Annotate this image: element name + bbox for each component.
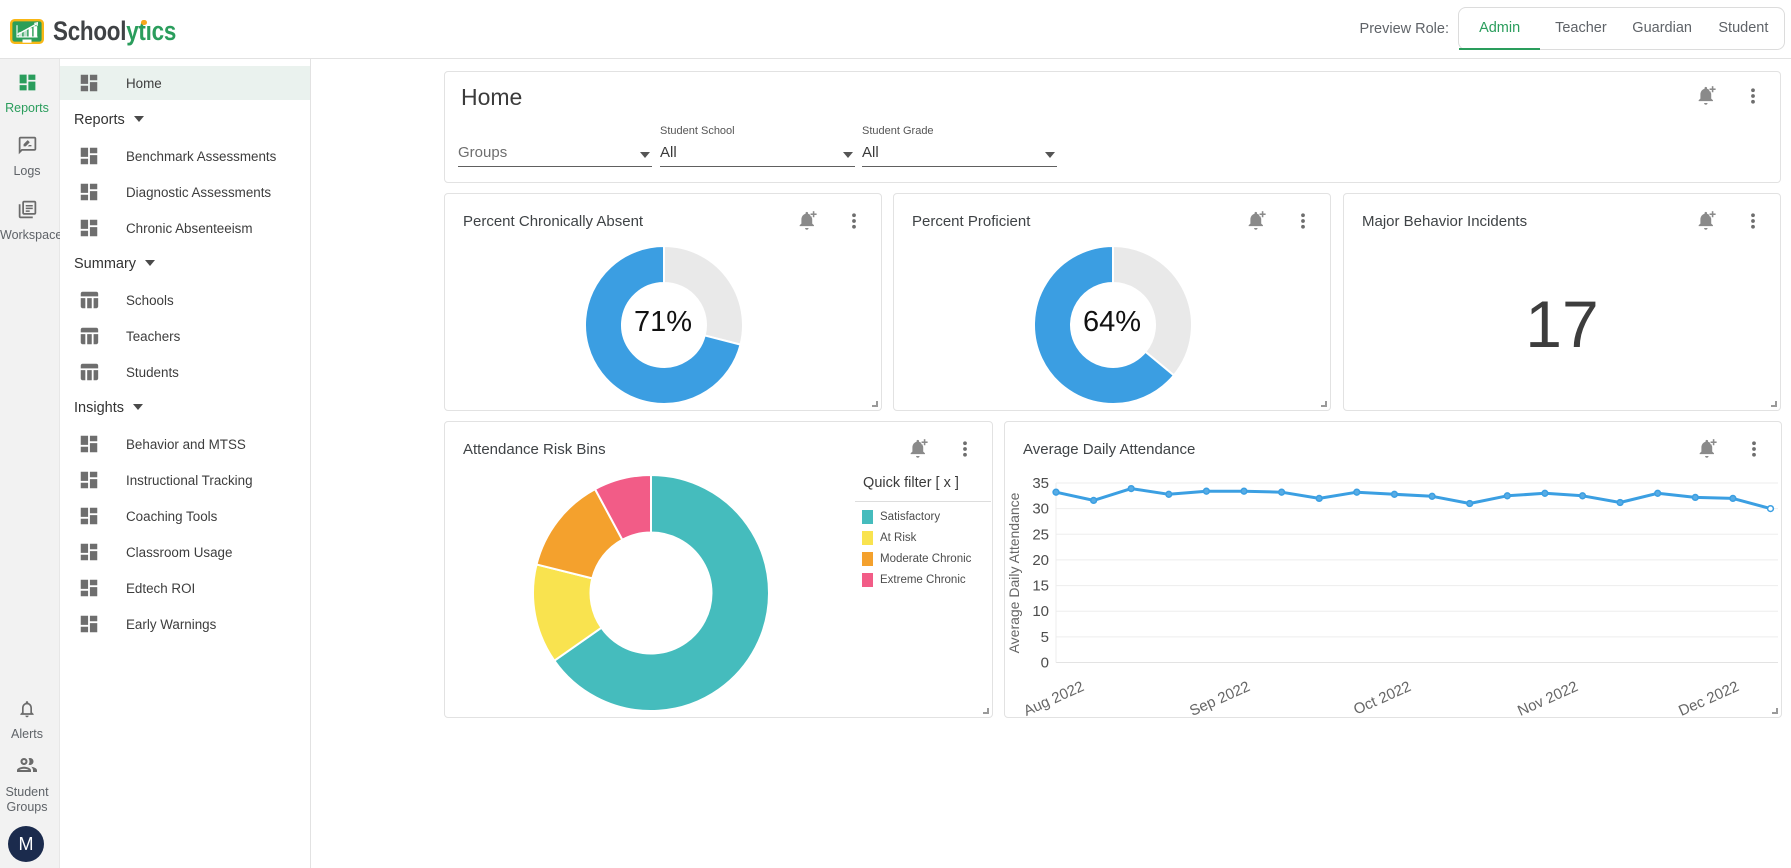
svg-text:0: 0 — [1041, 655, 1049, 672]
svg-text:Nov 2022: Nov 2022 — [1515, 678, 1581, 717]
svg-text:25: 25 — [1032, 526, 1049, 543]
svg-text:30: 30 — [1032, 501, 1049, 518]
svg-text:Aug 2022: Aug 2022 — [1021, 678, 1087, 717]
svg-text:Average Daily Attendance: Average Daily Attendance — [1006, 492, 1022, 653]
svg-text:Oct 2022: Oct 2022 — [1351, 678, 1414, 717]
svg-text:5: 5 — [1041, 629, 1049, 646]
svg-text:35: 35 — [1032, 475, 1049, 492]
svg-text:15: 15 — [1032, 578, 1049, 595]
svg-text:Dec 2022: Dec 2022 — [1676, 678, 1742, 717]
svg-text:10: 10 — [1032, 603, 1049, 620]
svg-text:20: 20 — [1032, 552, 1049, 569]
svg-text:Sep 2022: Sep 2022 — [1187, 678, 1253, 717]
